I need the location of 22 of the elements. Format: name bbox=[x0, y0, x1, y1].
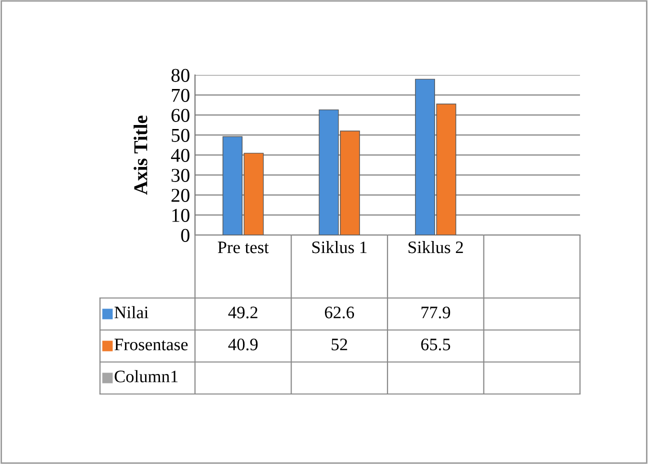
y-tick-label: 70 bbox=[172, 88, 190, 102]
y-tick-label: 40 bbox=[171, 148, 190, 162]
legend-label: Column1 bbox=[114, 370, 178, 382]
y-tick-label: 50 bbox=[172, 128, 190, 142]
y-tick-label: 30 bbox=[172, 168, 190, 182]
x-tick-label: Siklus 1 bbox=[312, 241, 367, 254]
y-tick-label: 20 bbox=[172, 188, 190, 202]
data-label: 49.2 bbox=[228, 306, 258, 318]
data-label: 52 bbox=[332, 338, 348, 350]
x-tick-label: Siklus 2 bbox=[408, 241, 463, 254]
y-tick-label: 60 bbox=[172, 108, 190, 122]
x-tick-label: Pre test bbox=[218, 242, 269, 254]
y-tick-label: 10 bbox=[172, 208, 190, 222]
y-tick-label: 80 bbox=[171, 68, 190, 82]
y-axis-title: Axis Title bbox=[134, 116, 148, 195]
data-label: 62.6 bbox=[324, 306, 354, 318]
y-tick-label: 0 bbox=[181, 228, 190, 242]
legend-label: Nilai bbox=[114, 306, 148, 318]
data-label: 40.9 bbox=[228, 338, 258, 350]
data-label: 77.9 bbox=[422, 306, 450, 318]
data-label: 65.5 bbox=[421, 338, 450, 350]
legend-label: Frosentase bbox=[114, 338, 188, 350]
